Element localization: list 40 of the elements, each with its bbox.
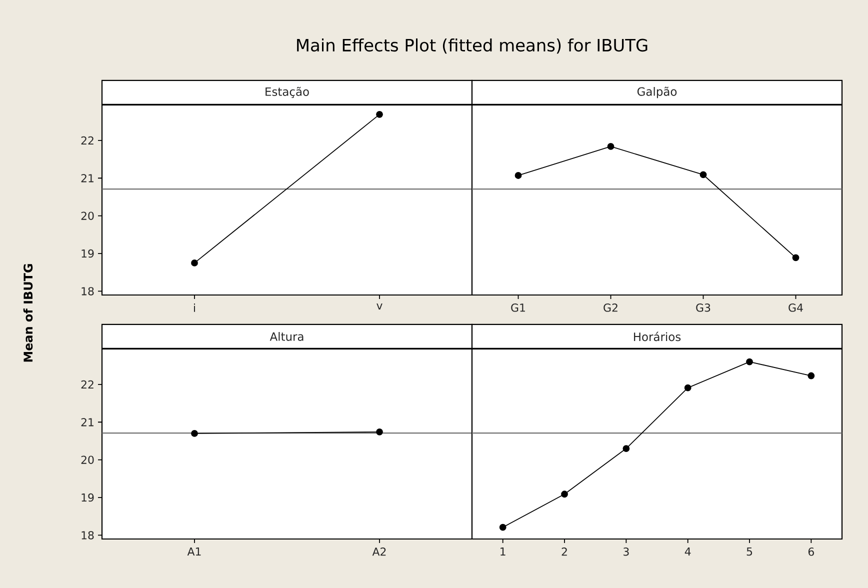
x-axis-title: Altura xyxy=(270,332,304,341)
x-tick-label: i xyxy=(194,304,195,312)
y-axis-title: Mean of IBUTG xyxy=(23,264,33,362)
point xyxy=(808,372,815,380)
point xyxy=(561,490,568,498)
y-tick-label: 21 xyxy=(81,418,94,426)
y-tick-label: 19 xyxy=(82,249,94,258)
chart-title: Main Effects Plot (fitted means) for IBUTG xyxy=(297,38,648,54)
point xyxy=(499,524,506,531)
y-tick-label: 19 xyxy=(82,493,94,502)
y-tick-label: 20 xyxy=(81,456,94,464)
x-tick-label: 1 xyxy=(500,548,506,556)
point xyxy=(622,445,630,452)
y-tick-label: 20 xyxy=(81,212,94,220)
x-tick-label: 3 xyxy=(624,548,629,556)
x-tick-label: v xyxy=(376,304,382,310)
x-tick-label: A1 xyxy=(187,548,201,556)
x-tick-label: G3 xyxy=(696,304,710,312)
x-tick-label: G4 xyxy=(788,304,803,312)
point xyxy=(607,143,614,150)
y-tick-label: 22 xyxy=(81,136,94,144)
point xyxy=(684,384,692,392)
x-tick-label: G2 xyxy=(604,304,618,312)
y-tick-label: 18 xyxy=(82,287,94,296)
x-tick-label: 5 xyxy=(746,548,752,556)
y-tick-label: 21 xyxy=(81,174,94,182)
point xyxy=(514,172,522,179)
point xyxy=(746,358,753,366)
point xyxy=(700,171,707,178)
x-tick-label: G1 xyxy=(511,304,525,312)
y-tick-label: 22 xyxy=(81,380,94,388)
x-tick-label: 6 xyxy=(808,548,814,556)
x-axis-title: Horários xyxy=(634,332,681,342)
x-tick-label: 2 xyxy=(562,548,567,556)
y-tick-label: 18 xyxy=(82,531,94,540)
x-tick-label: 4 xyxy=(684,548,691,556)
x-axis-title: Galpão xyxy=(637,86,677,98)
point xyxy=(792,254,800,262)
x-axis-title: Estação xyxy=(266,86,309,98)
x-tick-label: A2 xyxy=(372,548,386,556)
